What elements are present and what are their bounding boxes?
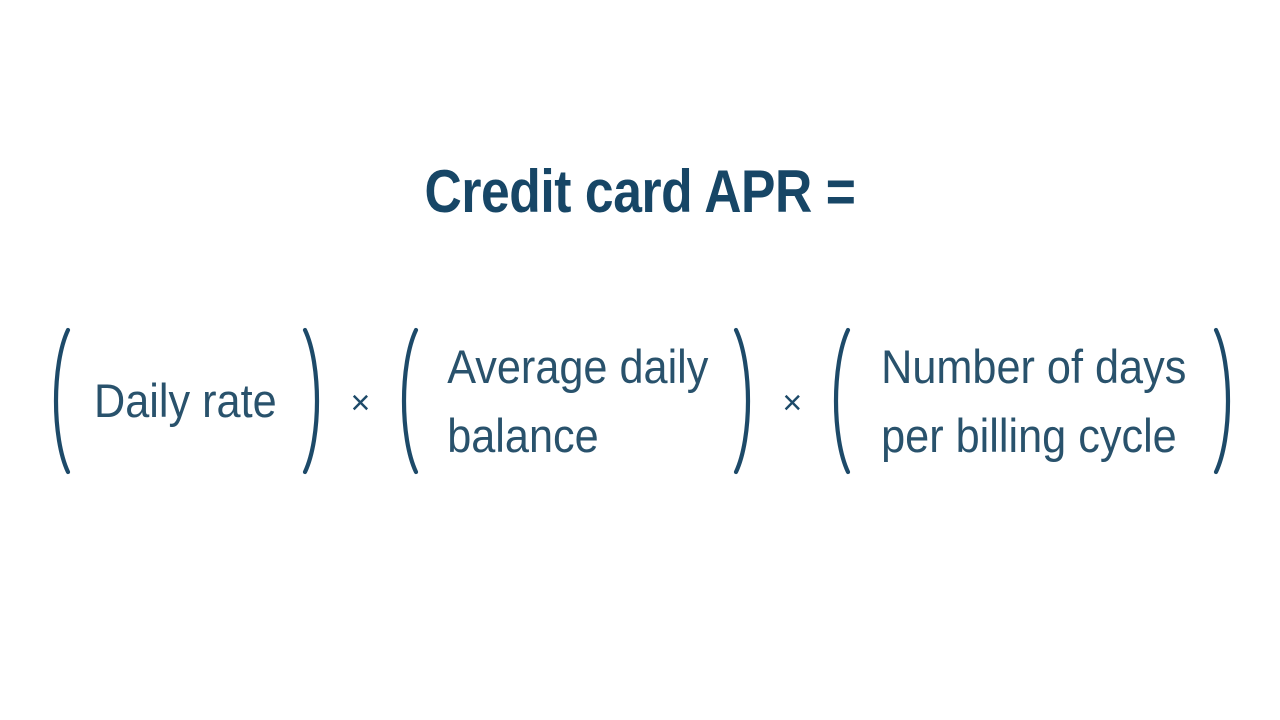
close-paren-icon xyxy=(730,326,760,476)
close-paren-icon xyxy=(299,326,329,476)
formula-term-label-average-daily-balance: Average daily balance xyxy=(447,340,709,462)
open-paren-icon xyxy=(392,326,422,476)
open-paren-icon xyxy=(44,326,74,476)
formula-term-days-per-billing-cycle: Number of days per billing cycle xyxy=(824,326,1240,476)
page-title: Credit card APR = xyxy=(424,158,856,225)
formula-term-label-days-per-billing-cycle: Number of days per billing cycle xyxy=(881,340,1187,462)
formula-term-average-daily-balance: Average daily balance xyxy=(392,326,760,476)
formula-term-daily-rate: Daily rate xyxy=(44,326,329,476)
multiplication-operator-1: × xyxy=(350,384,371,422)
formula-term-label-daily-rate: Daily rate xyxy=(94,374,277,427)
close-paren-icon xyxy=(1210,326,1240,476)
multiplication-operator-2: × xyxy=(782,384,803,422)
formula-equation: Daily rate × Average daily balance xyxy=(0,318,1280,484)
open-paren-icon xyxy=(824,326,854,476)
